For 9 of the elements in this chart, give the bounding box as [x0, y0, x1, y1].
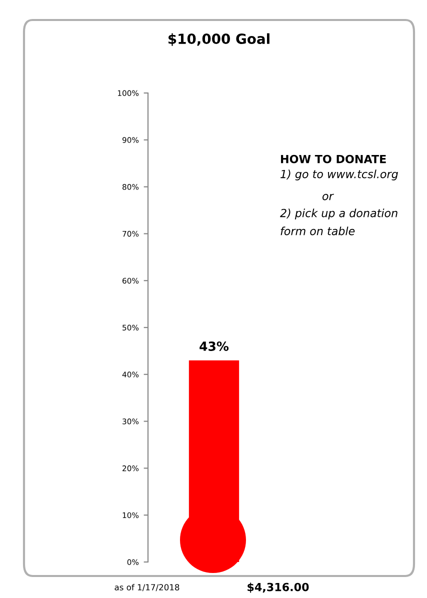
- text: 2) pick up a donation: [280, 208, 398, 220]
- chart-title: $10,000 Goal: [168, 33, 270, 46]
- text: or: [322, 194, 334, 200]
- text: as of 1/17/2018: [114, 584, 180, 592]
- text: $4,316.00: [248, 582, 309, 593]
- text: HOW TO DONATE: [281, 154, 386, 164]
- text: form on table: [280, 226, 355, 236]
- data-label: 43%: [200, 342, 229, 351]
- text: 1) go to www.tcsl.org: [280, 170, 398, 180]
